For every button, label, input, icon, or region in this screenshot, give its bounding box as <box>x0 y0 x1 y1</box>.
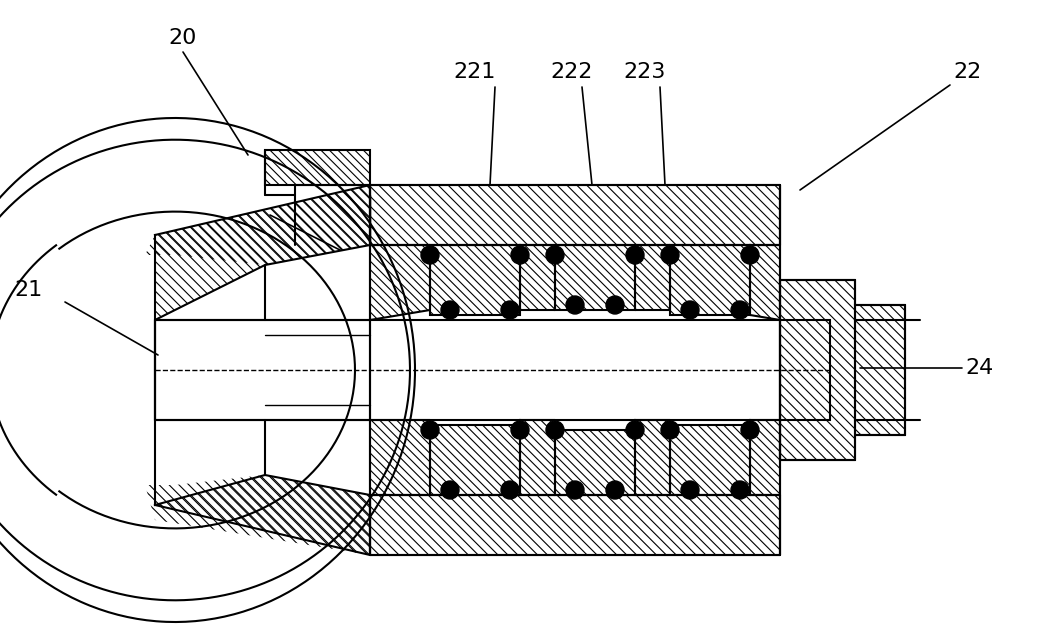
Text: 223: 223 <box>624 62 666 82</box>
Bar <box>780 280 855 460</box>
Text: 222: 222 <box>551 62 594 82</box>
Circle shape <box>681 481 699 499</box>
Circle shape <box>502 301 519 319</box>
Text: 20: 20 <box>169 28 197 48</box>
Circle shape <box>661 421 680 439</box>
Circle shape <box>511 421 529 439</box>
Bar <box>430 245 520 315</box>
Text: 22: 22 <box>954 62 982 82</box>
Text: 21: 21 <box>14 280 42 300</box>
Circle shape <box>566 481 584 499</box>
Circle shape <box>566 296 584 314</box>
Bar <box>430 425 520 495</box>
Bar <box>670 425 750 495</box>
Circle shape <box>741 421 759 439</box>
Circle shape <box>681 301 699 319</box>
Circle shape <box>502 481 519 499</box>
Circle shape <box>545 421 564 439</box>
Bar <box>555 430 634 495</box>
Bar <box>155 320 830 420</box>
Bar <box>265 150 370 185</box>
Text: 24: 24 <box>966 358 994 378</box>
Circle shape <box>421 246 439 264</box>
Circle shape <box>606 296 624 314</box>
Bar <box>855 305 905 435</box>
Circle shape <box>421 421 439 439</box>
Circle shape <box>626 246 644 264</box>
Circle shape <box>626 421 644 439</box>
Circle shape <box>606 481 624 499</box>
Circle shape <box>731 481 749 499</box>
Circle shape <box>661 246 680 264</box>
Circle shape <box>731 301 749 319</box>
Bar <box>555 245 634 310</box>
Circle shape <box>511 246 529 264</box>
Bar <box>670 245 750 315</box>
Circle shape <box>545 246 564 264</box>
Text: 221: 221 <box>453 62 496 82</box>
Circle shape <box>441 301 459 319</box>
Circle shape <box>441 481 459 499</box>
Circle shape <box>741 246 759 264</box>
